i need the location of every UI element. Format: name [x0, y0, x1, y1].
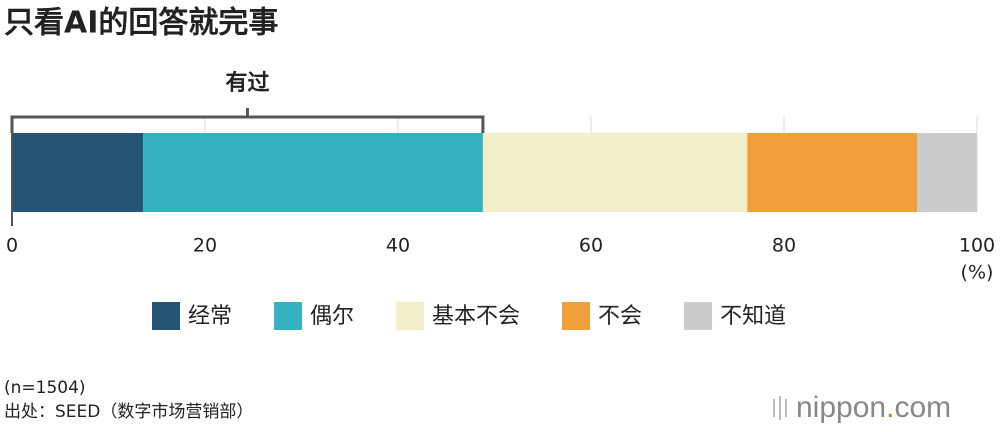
logo-part: .	[886, 391, 894, 424]
x-tick-label: 0	[6, 235, 18, 257]
chart-title: 只看AI的回答就完事	[4, 6, 278, 41]
bar-segment	[482, 133, 748, 212]
legend-label: 偶尔	[310, 304, 354, 329]
logo: nippon.com	[773, 391, 951, 424]
logo-bar	[779, 396, 781, 420]
legend-swatch	[562, 302, 591, 330]
legend-swatch	[684, 302, 713, 330]
legend-swatch	[152, 302, 180, 330]
logo-bar	[785, 399, 787, 417]
legend-swatch	[274, 302, 303, 330]
x-tick-label: 20	[193, 235, 217, 257]
legend-swatch	[396, 302, 425, 330]
logo-bar	[773, 399, 775, 417]
annotation-label: 有过	[225, 70, 269, 96]
x-tick-label: 60	[579, 235, 603, 257]
legend-label: 不会	[598, 304, 642, 329]
x-unit: (%)	[961, 262, 994, 284]
annotation-bracket	[10, 108, 485, 133]
legend-label: 基本不会	[432, 304, 520, 329]
logo-text: nippon.com	[796, 391, 951, 424]
bar-segment	[747, 133, 918, 212]
logo-part: nippon	[796, 391, 886, 424]
x-tick-label: 80	[772, 235, 796, 257]
bar-segment	[12, 133, 144, 212]
x-tick-label: 100	[959, 235, 995, 257]
logo-part: com	[894, 391, 951, 424]
note: (n=1504)	[4, 378, 86, 398]
bar-segment	[143, 133, 483, 212]
bar-segment	[917, 133, 977, 212]
legend-label: 不知道	[720, 304, 786, 329]
legend-label: 经常	[188, 304, 232, 329]
note: 出处：SEED（数字市场营销部）	[4, 402, 253, 422]
x-tick-label: 40	[386, 235, 410, 257]
